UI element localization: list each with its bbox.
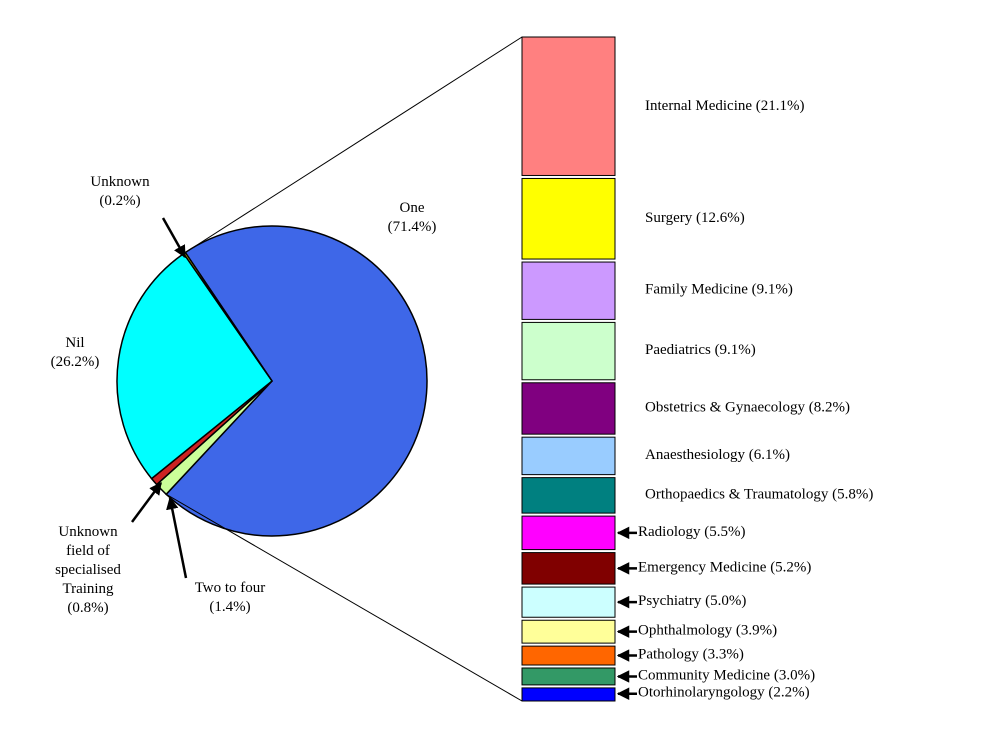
bar-label: Surgery (12.6%) xyxy=(645,210,745,226)
bar-label: Otorhinolaryngology (2.2%) xyxy=(638,685,810,701)
bar-segment xyxy=(521,552,616,585)
bar-label: Anaesthesiology (6.1%) xyxy=(645,447,790,463)
pie-label: Unknown (0.2%) xyxy=(60,173,180,211)
arrow xyxy=(166,496,188,579)
bar-label: Ophthalmology (3.9%) xyxy=(638,623,777,639)
bar-label-value: (5.8%) xyxy=(832,487,873,503)
bar-segment xyxy=(521,261,616,320)
bar-label-name: Orthopaedics & Traumatology xyxy=(645,487,829,503)
bar-segment xyxy=(521,619,616,644)
bar-label-value: (8.2%) xyxy=(809,400,850,416)
bar-segment xyxy=(521,477,616,514)
bar-label-value: (5.2%) xyxy=(770,560,811,576)
bar-segment xyxy=(521,586,616,618)
bar-label-name: Obstetrics & Gynaecology xyxy=(645,400,805,416)
bar-label-name: Ophthalmology xyxy=(638,623,733,639)
bar-label-value: (5.0%) xyxy=(705,594,746,610)
pie-label-name: Nil xyxy=(65,335,85,351)
pie-label-name: Two to four xyxy=(194,580,266,596)
bar-label-name: Community Medicine xyxy=(638,668,770,684)
pie-label-value: (0.8%) xyxy=(67,600,109,616)
bar-label: Paediatrics (9.1%) xyxy=(645,343,756,359)
pie-label: Unknown field of specialised Training (0.… xyxy=(46,523,130,618)
bar-label-value: (9.1%) xyxy=(752,282,793,298)
bar-label: Emergency Medicine (5.2%) xyxy=(638,560,811,576)
bar-label-value: (5.5%) xyxy=(704,524,745,540)
pie-label-name: Unknown xyxy=(90,174,150,190)
pie-label-value: (0.2%) xyxy=(99,193,141,209)
bar-label-value: (12.6%) xyxy=(696,210,745,226)
bar-label: Pathology (3.3%) xyxy=(638,647,744,663)
pie-label-value: (26.2%) xyxy=(50,354,100,370)
pie-label-name: Unknown field of specialised Training xyxy=(55,524,121,597)
bar-label: Psychiatry (5.0%) xyxy=(638,594,746,610)
bar-segment xyxy=(521,321,616,381)
pie-label: Two to four (1.4%) xyxy=(170,579,290,617)
bar-label: Radiology (5.5%) xyxy=(638,524,746,540)
bar-segment xyxy=(521,436,616,476)
bar-label-name: Anaesthesiology xyxy=(645,447,745,463)
bar-segment xyxy=(521,687,616,702)
bar-segment xyxy=(521,645,616,666)
bar-segment xyxy=(521,515,616,551)
bar-label-name: Emergency Medicine xyxy=(638,560,767,576)
bar-label-name: Surgery xyxy=(645,210,693,226)
bar-label-value: (3.0%) xyxy=(774,668,815,684)
bar-segment xyxy=(521,667,616,686)
pie-label-value: (71.4%) xyxy=(387,219,437,235)
bar-label-name: Internal Medicine xyxy=(645,98,752,114)
bar-label-value: (3.9%) xyxy=(736,623,777,639)
bar-label: Community Medicine (3.0%) xyxy=(638,668,815,684)
pie-label: Nil (26.2%) xyxy=(15,334,135,372)
bar-label-name: Radiology xyxy=(638,524,701,540)
pie-label-value: (1.4%) xyxy=(209,599,251,615)
bar-label: Internal Medicine (21.1%) xyxy=(645,98,805,114)
pie-slice xyxy=(165,225,428,537)
bar-label-value: (2.2%) xyxy=(768,685,809,701)
bar-label-name: Paediatrics xyxy=(645,343,711,359)
bar-label-value: (3.3%) xyxy=(703,647,744,663)
bar-label-value: (9.1%) xyxy=(715,343,756,359)
bar-label: Family Medicine (9.1%) xyxy=(645,282,793,298)
pie-label-name: One xyxy=(399,200,425,216)
arrow xyxy=(130,481,163,523)
bar-label: Obstetrics & Gynaecology (8.2%) xyxy=(645,400,850,416)
arrow xyxy=(161,217,187,259)
bar-label-value: (21.1%) xyxy=(756,98,805,114)
bar-label-value: (6.1%) xyxy=(749,447,790,463)
bar-label-name: Otorhinolaryngology xyxy=(638,685,765,701)
bar-label: Orthopaedics & Traumatology (5.8%) xyxy=(645,487,873,503)
bar-segment xyxy=(521,36,616,176)
bar-label-name: Family Medicine xyxy=(645,282,748,298)
bar-segment xyxy=(521,382,616,435)
bar-label-name: Psychiatry xyxy=(638,594,702,610)
bar-segment xyxy=(521,177,616,260)
pie-slice xyxy=(116,252,274,480)
connector-line xyxy=(165,493,523,702)
connector-line xyxy=(185,36,523,253)
pie-label: One (71.4%) xyxy=(352,199,472,237)
bar-label-name: Pathology xyxy=(638,647,699,663)
